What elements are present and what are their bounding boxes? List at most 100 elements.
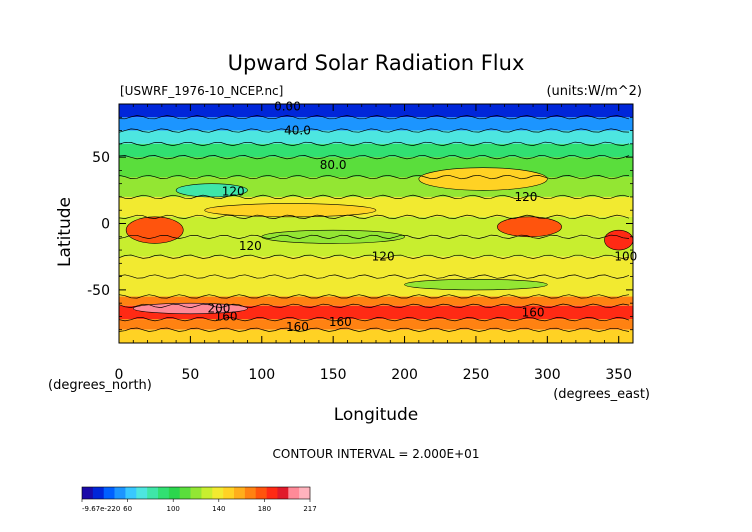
- colorbar-swatch: [244, 487, 257, 499]
- colorbar-swatch: [277, 487, 289, 499]
- colorbar-swatch: [201, 487, 213, 499]
- colorbar-swatch: [190, 487, 202, 499]
- feature-7: [404, 278, 548, 291]
- band-0: [119, 104, 633, 118]
- contour-line-5: [118, 174, 630, 180]
- contour-line-2: [118, 128, 630, 133]
- x-tick-label: 350: [605, 367, 632, 383]
- file-label: [USWRF_1976-10_NCEP.nc]: [120, 84, 283, 98]
- x-tick-label: 200: [391, 367, 418, 383]
- colorbar-tick-label: 60: [123, 505, 132, 513]
- colorbar-tick-label: 140: [212, 505, 225, 513]
- colorbar-swatch: [266, 487, 278, 499]
- contour-line-12: [118, 303, 630, 308]
- plot-area: [118, 104, 634, 343]
- contour-line-8: [118, 234, 630, 240]
- x-tick-label: 0: [115, 367, 124, 383]
- contour-line-11: [118, 294, 630, 299]
- colorbar-swatch: [92, 487, 105, 499]
- colorbar-swatch: [114, 487, 126, 499]
- units-label: (units:W/m^2): [546, 84, 642, 99]
- chart-title: Upward Solar Radiation Flux: [228, 51, 525, 75]
- contour-line-14: [118, 327, 630, 332]
- contour-line-10: [118, 274, 630, 279]
- y-axis-title: Latitude: [55, 197, 75, 267]
- feature-3: [132, 302, 248, 315]
- colorbar-frame: [81, 486, 311, 500]
- contour-label: 160: [522, 305, 545, 319]
- y-tick-label: 0: [101, 217, 110, 233]
- feature-1: [497, 216, 562, 238]
- contour-label: 80.0: [320, 158, 347, 172]
- contour-label: 120: [514, 190, 537, 204]
- band-6: [119, 196, 633, 217]
- x-unit-label: (degrees_east): [553, 387, 650, 402]
- contour-label: 40.0: [284, 124, 311, 138]
- colorbar-swatch: [223, 487, 235, 499]
- contour-label: 200: [207, 301, 230, 315]
- contour-line-9: [118, 254, 630, 259]
- colorbar-swatch: [234, 487, 246, 499]
- contour-line-1: [118, 115, 630, 120]
- contour-label: 0.00: [274, 100, 301, 114]
- colorbar-tick-label: 180: [258, 505, 271, 513]
- contour-interval-label: CONTOUR INTERVAL = 2.000E+01: [273, 447, 480, 461]
- colorbar-tick-label: 217: [303, 505, 316, 513]
- band-9: [119, 256, 633, 277]
- colorbar-swatch: [299, 487, 311, 499]
- colorbar-swatch: [212, 487, 224, 499]
- band-10: [119, 276, 633, 297]
- contour-line-4: [118, 155, 630, 160]
- contour-label: 120: [222, 185, 245, 199]
- y-tick-label: -50: [87, 283, 110, 299]
- contour-line-7: [118, 214, 630, 219]
- contour-line-3: [118, 141, 630, 146]
- contour-label: 120: [239, 239, 262, 253]
- band-14: [119, 329, 633, 343]
- band-2: [119, 130, 633, 144]
- colorbar: -9.67e-220 60 100 140 180 217: [81, 486, 317, 513]
- colorbar-swatch: [82, 487, 94, 499]
- band-11: [119, 296, 633, 306]
- band-1: [119, 117, 633, 131]
- contour-label: 160: [215, 309, 238, 323]
- x-tick-label: 50: [181, 367, 199, 383]
- band-12: [119, 305, 633, 320]
- colorbar-swatch: [103, 487, 115, 499]
- band-13: [119, 319, 633, 330]
- x-tick-label: 250: [463, 367, 490, 383]
- colorbar-swatch: [179, 487, 191, 499]
- colorbar-swatch: [168, 487, 181, 499]
- y-unit-label: (degrees_north): [48, 378, 152, 393]
- feature-0: [125, 216, 184, 244]
- contour-label: 100: [614, 250, 637, 264]
- colorbar-swatch: [255, 487, 267, 499]
- band-8: [119, 236, 633, 257]
- x-axis-title: Longitude: [334, 405, 419, 425]
- colorbar-tick-label: 100: [167, 505, 180, 513]
- x-tick-label: 100: [248, 367, 275, 383]
- feature-2: [604, 229, 634, 251]
- colorbar-swatch: [288, 487, 300, 499]
- contour-label: 120: [372, 250, 395, 264]
- colorbar-tick-label: -9.67e-220: [82, 505, 120, 513]
- colorbar-swatch: [147, 487, 159, 499]
- x-tick-label: 150: [320, 367, 347, 383]
- band-4: [119, 157, 633, 178]
- x-tick-label: 300: [534, 367, 561, 383]
- colorbar-swatch: [125, 487, 137, 499]
- contour-label: 160: [329, 315, 352, 329]
- axes: 0 50 100 150 200 250 300 350 -50 0 50: [87, 104, 634, 383]
- feature-6: [261, 229, 405, 244]
- band-3: [119, 143, 633, 158]
- colorbar-swatch: [136, 487, 148, 499]
- colorbar-swatch: [158, 487, 170, 499]
- feature-8: [204, 203, 377, 218]
- y-tick-label: 50: [92, 150, 110, 166]
- feature-4: [418, 167, 548, 191]
- contour-line-6: [118, 194, 630, 199]
- contour-label: 160: [286, 320, 309, 334]
- contour-line-13: [118, 317, 630, 322]
